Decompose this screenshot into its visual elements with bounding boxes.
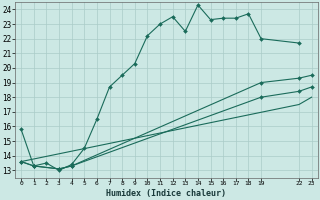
- X-axis label: Humidex (Indice chaleur): Humidex (Indice chaleur): [106, 189, 226, 198]
